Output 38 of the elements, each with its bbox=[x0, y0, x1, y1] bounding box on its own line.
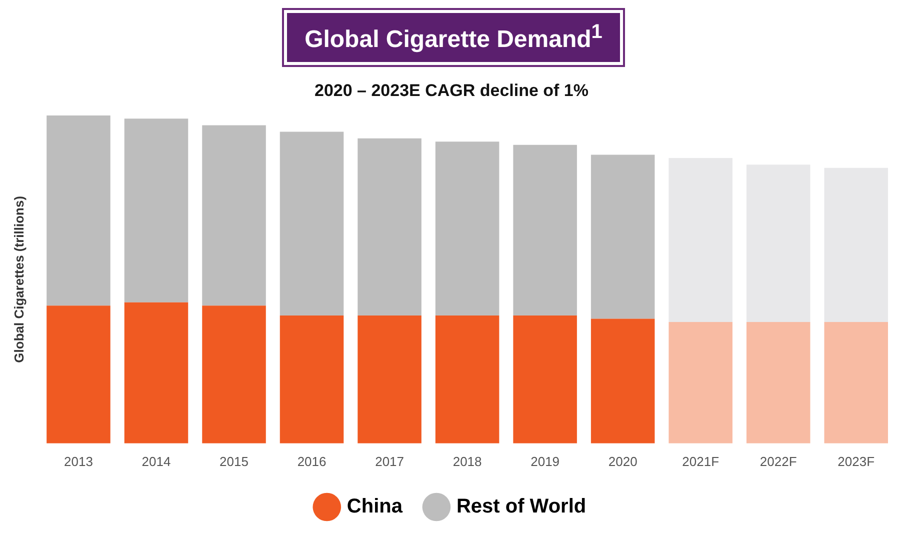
bar bbox=[124, 118, 188, 302]
chart-title: Global Cigarette Demand$^{1}$ bbox=[286, 13, 620, 62]
bar bbox=[590, 318, 655, 444]
bar bbox=[124, 302, 188, 444]
x-tick-label: 2013 bbox=[64, 454, 93, 469]
legend-label: China bbox=[346, 496, 404, 518]
bar bbox=[435, 315, 500, 444]
bar bbox=[202, 306, 266, 444]
chart-subtitle: 2020 – 2023E CAGR decline of 1% bbox=[314, 80, 589, 100]
bar bbox=[668, 158, 732, 322]
x-tick-label: 2017 bbox=[375, 454, 404, 469]
y-axis-title: Global Cigarettes (trillions) bbox=[11, 196, 26, 363]
bar bbox=[746, 322, 810, 444]
bar bbox=[590, 154, 655, 319]
bar bbox=[513, 144, 577, 316]
bar bbox=[46, 115, 110, 306]
bar bbox=[746, 164, 810, 322]
bar bbox=[202, 125, 266, 306]
bar bbox=[46, 306, 110, 444]
bar bbox=[824, 322, 888, 444]
x-tick-label: 2022F bbox=[760, 454, 797, 469]
bar bbox=[358, 138, 422, 316]
bar bbox=[435, 142, 500, 316]
x-tick-label: 2015 bbox=[220, 454, 248, 469]
x-tick-label: 2023F bbox=[838, 454, 875, 469]
x-tick-label: 2021F bbox=[682, 454, 720, 469]
bar bbox=[513, 315, 577, 444]
x-tick-label: 2014 bbox=[142, 454, 171, 469]
bar bbox=[280, 315, 344, 444]
bar bbox=[668, 322, 732, 444]
bar bbox=[280, 132, 344, 316]
x-tick-label: 2019 bbox=[530, 454, 560, 469]
x-tick-label: 2020 bbox=[608, 454, 638, 469]
legend-label: Rest of World bbox=[456, 496, 586, 518]
bar bbox=[824, 168, 888, 322]
x-tick-label: 2016 bbox=[297, 454, 326, 469]
x-tick-label: 2018 bbox=[452, 454, 482, 469]
bar bbox=[358, 315, 422, 444]
